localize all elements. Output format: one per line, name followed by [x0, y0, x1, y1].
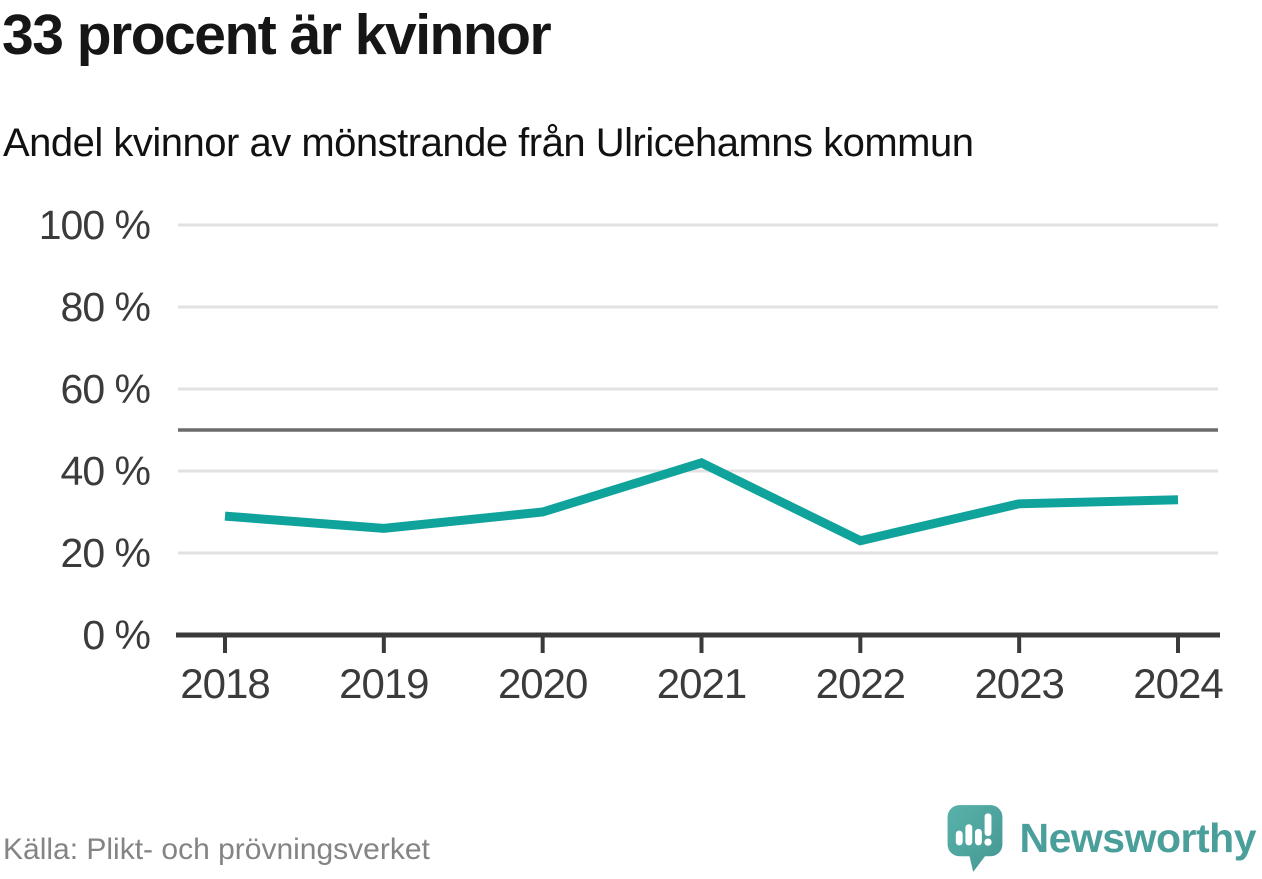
chart-subtitle: Andel kvinnor av mönstrande från Ulriceh… [3, 121, 974, 165]
y-axis-tick-label: 20 % [61, 530, 150, 576]
exclamation-glyph [983, 813, 992, 846]
x-axis-tick-label: 2020 [498, 660, 587, 707]
brand-wordmark: Newsworthy [1019, 815, 1257, 861]
x-axis-tick-label: 2021 [657, 660, 746, 707]
newsworthy-logo: Newsworthy [943, 803, 1257, 873]
data-line [224, 457, 1179, 546]
bar-chart-glyph [955, 824, 982, 846]
x-axis-tick-label: 2018 [180, 660, 269, 707]
x-axis-tick-label: 2019 [339, 660, 428, 707]
x-axis-tick-label: 2024 [1133, 660, 1223, 707]
y-axis-tick-label: 60 % [61, 366, 150, 412]
source-attribution: Källa: Plikt- och prövningsverket [3, 833, 430, 866]
y-axis-tick-label: 40 % [61, 448, 150, 494]
y-axis-tick-label: 100 % [39, 202, 150, 248]
x-axis-tick-label: 2023 [974, 660, 1063, 707]
y-axis-tick-label: 80 % [61, 284, 150, 330]
page-title: 33 procent är kvinnor [2, 3, 552, 67]
newsworthy-logo-icon [947, 805, 1002, 872]
y-axis-tick-label: 0 % [82, 612, 150, 658]
x-axis-tick-label: 2022 [816, 660, 905, 707]
